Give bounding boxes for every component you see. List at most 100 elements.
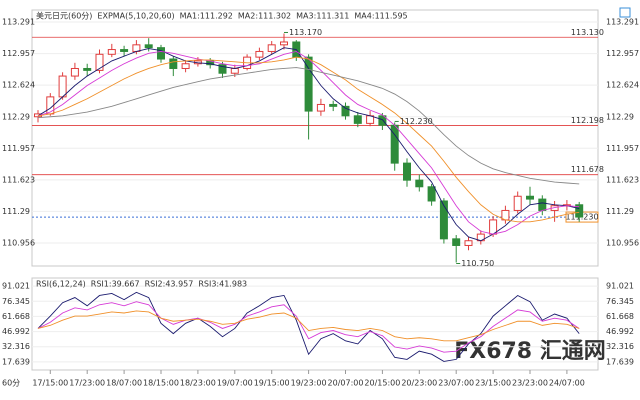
y-tick-label: 111.29 xyxy=(2,207,30,216)
candle-body xyxy=(70,67,79,77)
y-tick-label: 111.957 xyxy=(2,144,35,153)
y-tick-label: 112.624 xyxy=(2,81,35,90)
legend-item: RSI1:39.667 xyxy=(91,280,140,289)
legend-item: MA3:111.311 xyxy=(296,12,349,21)
x-tick-label: 18/15:00 xyxy=(143,379,179,388)
y-tick-label: 61.668 xyxy=(2,312,30,321)
candle-body xyxy=(267,44,276,52)
candle-body xyxy=(144,44,153,49)
candle-body xyxy=(526,195,534,200)
x-tick-label: 20/07:00 xyxy=(328,379,364,388)
x-tick-label: 24/07:00 xyxy=(549,379,585,388)
series-line xyxy=(37,291,580,362)
candle-body xyxy=(304,56,313,112)
y-tick-label: 113.291 xyxy=(606,18,639,27)
y-tick-label: 46.992 xyxy=(2,327,30,336)
y-tick-label: 112.957 xyxy=(606,49,639,58)
x-tick-label: 17/23:00 xyxy=(69,379,105,388)
candle-body xyxy=(181,63,190,69)
x-tick-label: 23/23:00 xyxy=(512,379,548,388)
candle-body xyxy=(513,195,522,211)
x-tick-label: 19/15:00 xyxy=(254,379,290,388)
legend-item: 美元日元(60分) xyxy=(36,11,92,21)
candle-body xyxy=(120,49,129,52)
series-line xyxy=(37,67,580,185)
candle-body xyxy=(230,67,239,74)
y-tick-label: 46.992 xyxy=(606,327,634,336)
x-tick-label: 20/23:00 xyxy=(401,379,437,388)
candle-body xyxy=(280,41,288,46)
x-tick-label: 20/15:00 xyxy=(364,379,400,388)
candle-body xyxy=(452,238,461,246)
y-tick-label: 110.956 xyxy=(606,239,639,248)
candle-body xyxy=(255,50,264,58)
y-tick-label: 112.29 xyxy=(606,112,634,121)
y-tick-label: 91.021 xyxy=(2,282,30,291)
candle-body xyxy=(107,49,116,55)
legend-item: MA4:111.595 xyxy=(354,12,407,21)
series-line xyxy=(37,47,580,242)
y-tick-label: 17.639 xyxy=(2,357,30,366)
series-line xyxy=(37,310,580,342)
y-tick-label: 91.021 xyxy=(606,282,634,291)
y-tick-label: 61.668 xyxy=(606,312,634,321)
candle-body xyxy=(329,103,338,107)
candle-body xyxy=(403,162,411,181)
y-tick-label: 112.624 xyxy=(606,81,639,90)
candle-body xyxy=(341,105,350,117)
x-tick-label: 18/07:00 xyxy=(106,379,142,388)
y-tick-label: 110.956 xyxy=(2,239,35,248)
y-tick-label: 112.957 xyxy=(2,49,35,58)
candle-body xyxy=(575,204,584,218)
candle-body xyxy=(157,47,165,60)
annotation: 110.750 xyxy=(461,259,494,268)
y-tick-label: 76.345 xyxy=(606,297,634,306)
rsi-panel xyxy=(31,277,599,371)
legend-item: RSI2:43.957 xyxy=(145,280,194,289)
x-tick-label: 23/15:00 xyxy=(475,379,511,388)
candle-body xyxy=(439,200,448,240)
candle-body xyxy=(415,179,424,188)
candle-body xyxy=(390,124,399,164)
x-tick-label: 18/23:00 xyxy=(180,379,216,388)
y-tick-label: 113.291 xyxy=(2,18,35,27)
x-tick-label: 19/07:00 xyxy=(217,379,253,388)
watermark: FX678 汇通网 xyxy=(454,339,606,364)
y-tick-label: 111.957 xyxy=(606,144,639,153)
y-tick-label: 32.316 xyxy=(2,342,30,351)
legend-item: RSI(6,12,24) xyxy=(36,280,86,289)
candle-body xyxy=(83,67,92,71)
series-line xyxy=(37,56,580,223)
x-tick-label: 17/15:00 xyxy=(32,379,68,388)
annotation: 112.230 xyxy=(400,117,433,126)
y-tick-label: 76.345 xyxy=(2,297,30,306)
h-line-label: 113.130 xyxy=(571,28,604,37)
y-tick-label: 32.316 xyxy=(606,342,634,351)
series-line xyxy=(37,301,580,353)
candle-body xyxy=(316,103,325,112)
y-tick-label: 112.29 xyxy=(2,112,30,121)
candle-body xyxy=(58,75,67,98)
h-line-label: 112.198 xyxy=(571,116,604,125)
legend-item: MA2:111.302 xyxy=(238,12,291,21)
price-panel xyxy=(31,9,599,267)
candle-body xyxy=(353,115,362,124)
legend-item: RSI3:41.983 xyxy=(198,280,247,289)
y-tick-label: 17.639 xyxy=(606,357,634,366)
candle-body xyxy=(464,240,473,246)
y-tick-label: 111.623 xyxy=(606,175,639,184)
candle-body xyxy=(378,115,387,126)
y-tick-label: 111.29 xyxy=(606,207,634,216)
candle-body xyxy=(169,58,178,69)
settings-icon[interactable] xyxy=(619,7,631,18)
y-tick-label: 111.623 xyxy=(2,175,35,184)
x-tick-label: 19/23:00 xyxy=(291,379,327,388)
period-label: 60分 xyxy=(2,379,20,388)
h-line-label: 111.678 xyxy=(571,165,604,174)
candle-body xyxy=(538,198,547,211)
candle-body xyxy=(95,53,104,71)
x-tick-label: 23/07:00 xyxy=(438,379,474,388)
legend-item: EXPMA(5,10,20,60) xyxy=(97,12,174,21)
legend-item: MA1:111.292 xyxy=(180,12,233,21)
